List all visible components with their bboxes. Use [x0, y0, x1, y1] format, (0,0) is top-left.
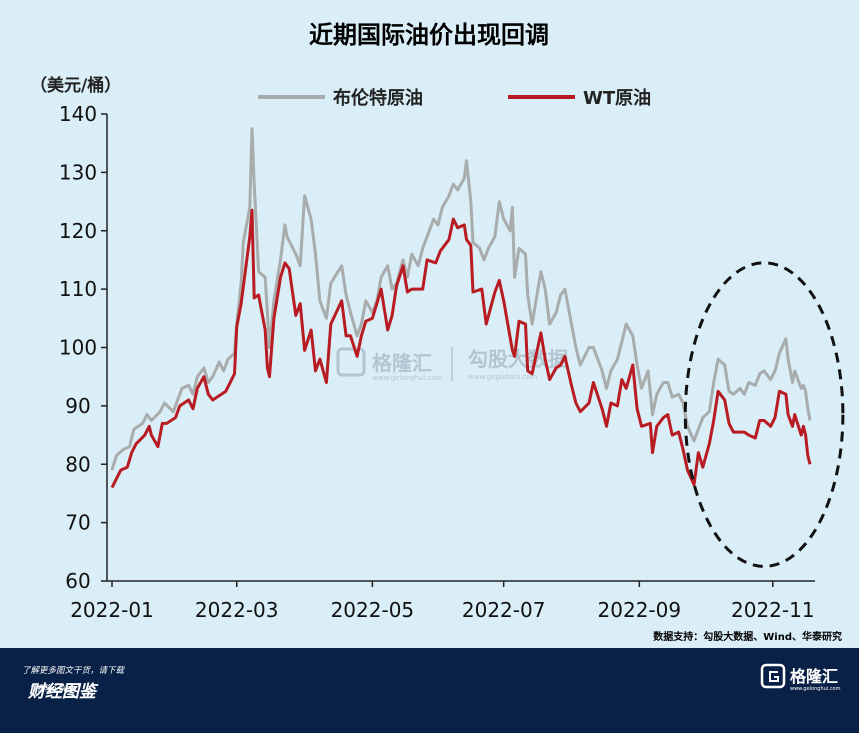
series-layer [110, 127, 812, 489]
footer-download-text: 了解更多图文干货，请下载 [22, 665, 126, 676]
x-tick-label: 2022-11 [731, 598, 815, 622]
watermark: 格隆汇 www.gelonghui.com 勾股大数据 www.gogudata… [336, 347, 568, 382]
watermark-data-url: www.gogudata.com [468, 373, 537, 381]
legend-label-brent: 布伦特原油 [333, 87, 423, 109]
series-line-brent [110, 127, 812, 471]
footer-logo-text: 格隆汇 [790, 667, 838, 686]
series-line-wti [110, 208, 812, 489]
y-tick-label: 90 [65, 394, 90, 418]
source-note: 数据支持：勾股大数据、Wind、华泰研究 [653, 630, 842, 643]
footer-app-text: “格隆汇App” [30, 683, 82, 694]
footer-logo-icon [760, 663, 786, 689]
y-axis-unit-label: （美元/桶） [30, 75, 121, 96]
watermark-logo-icon [336, 347, 366, 377]
y-tick-label: 100 [59, 336, 97, 360]
footer-logo-g-glyph [769, 671, 779, 682]
x-tick-label: 2022-03 [195, 598, 279, 622]
y-tick-label: 120 [59, 219, 97, 243]
watermark-data-brand: 勾股大数据 [468, 347, 568, 371]
legend: 布伦特原油 WT原油 [258, 87, 651, 109]
y-tick-label: 70 [65, 511, 90, 535]
footer-guide-text: 财经图鉴 [27, 682, 99, 702]
footer-band [0, 648, 859, 733]
legend-label-wti: WT原油 [583, 87, 651, 109]
footer-logo: 格隆汇 www.gelonghui.com [760, 663, 841, 692]
y-tick-label: 110 [59, 277, 97, 301]
y-tick-label: 130 [59, 160, 97, 184]
x-axis-ticks: 2022-01 2022-03 2022-05 2022-07 2022-09 2022-… [70, 581, 815, 622]
watermark-brand-url: www.gelonghui.com [372, 374, 443, 382]
y-tick-label: 140 [59, 102, 97, 126]
y-tick-label: 80 [65, 452, 90, 476]
x-tick-label: 2022-05 [331, 598, 415, 622]
watermark-brand: 格隆汇 [372, 351, 432, 375]
y-axis-ticks: 60 70 80 90 100 110 120 130 140 [59, 102, 107, 593]
y-tick-label: 60 [65, 569, 90, 593]
footer-logo-url: www.gelonghui.com [790, 686, 841, 692]
x-tick-label: 2022-09 [598, 598, 682, 622]
annotation-dashed-ellipse [683, 261, 845, 568]
x-tick-label: 2022-07 [462, 598, 546, 622]
chart-title: 近期国际油价出现回调 [309, 21, 549, 49]
x-tick-label: 2022-01 [70, 598, 154, 622]
